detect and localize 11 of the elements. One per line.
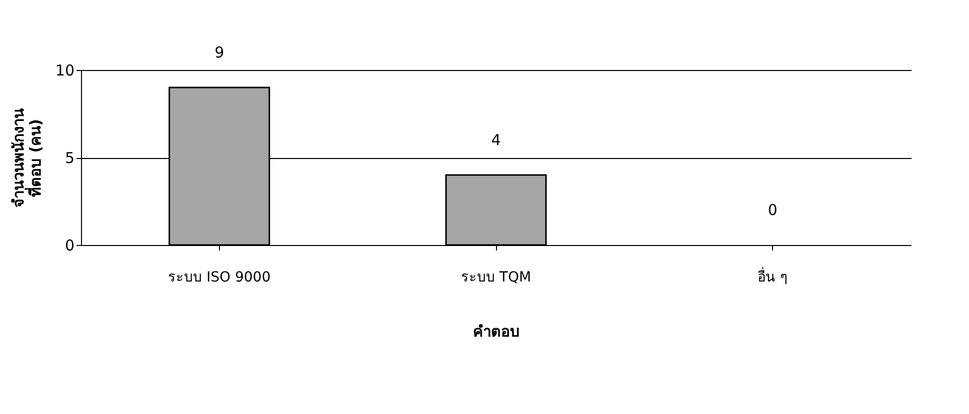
data-label: 4 bbox=[491, 131, 501, 149]
x-tick-label: อื่น ๆ bbox=[757, 268, 788, 286]
data-label: 0 bbox=[768, 201, 778, 219]
x-tick-label: ระบบ ISO 9000 bbox=[168, 270, 271, 286]
y-tick-label: 5 bbox=[64, 149, 74, 167]
x-tick-label: ระบบ TQM bbox=[460, 270, 532, 286]
y-tick-label: 10 bbox=[55, 62, 74, 80]
y-axis-title: จำนวนพนักงาน ที่ตอบ (คน) bbox=[9, 108, 44, 208]
x-axis-title: คำตอบ bbox=[473, 322, 520, 340]
y-tick-label: 0 bbox=[64, 236, 74, 254]
data-label: 9 bbox=[214, 44, 224, 62]
